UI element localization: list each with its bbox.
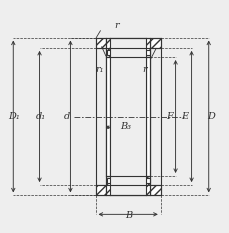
Bar (106, 50, 149, 55)
Bar (150, 38, 160, 48)
Bar (109, 57, 146, 176)
Bar (146, 57, 150, 176)
Bar (109, 38, 146, 195)
Bar (105, 176, 150, 195)
Text: r: r (142, 65, 146, 74)
Text: B₃: B₃ (119, 122, 130, 131)
Bar (105, 38, 150, 57)
Text: d: d (64, 112, 70, 121)
Bar (150, 185, 160, 195)
Text: r₁: r₁ (95, 65, 103, 74)
Text: D: D (206, 112, 214, 121)
Text: F: F (166, 112, 172, 121)
Bar (105, 57, 150, 176)
Text: d₁: d₁ (35, 112, 46, 121)
Bar (105, 57, 109, 176)
Text: E: E (180, 112, 188, 121)
Bar (95, 185, 105, 195)
Text: B: B (124, 211, 131, 220)
Bar (95, 38, 105, 48)
Bar (106, 178, 149, 183)
Text: D₁: D₁ (8, 112, 20, 121)
Text: r: r (114, 21, 119, 30)
